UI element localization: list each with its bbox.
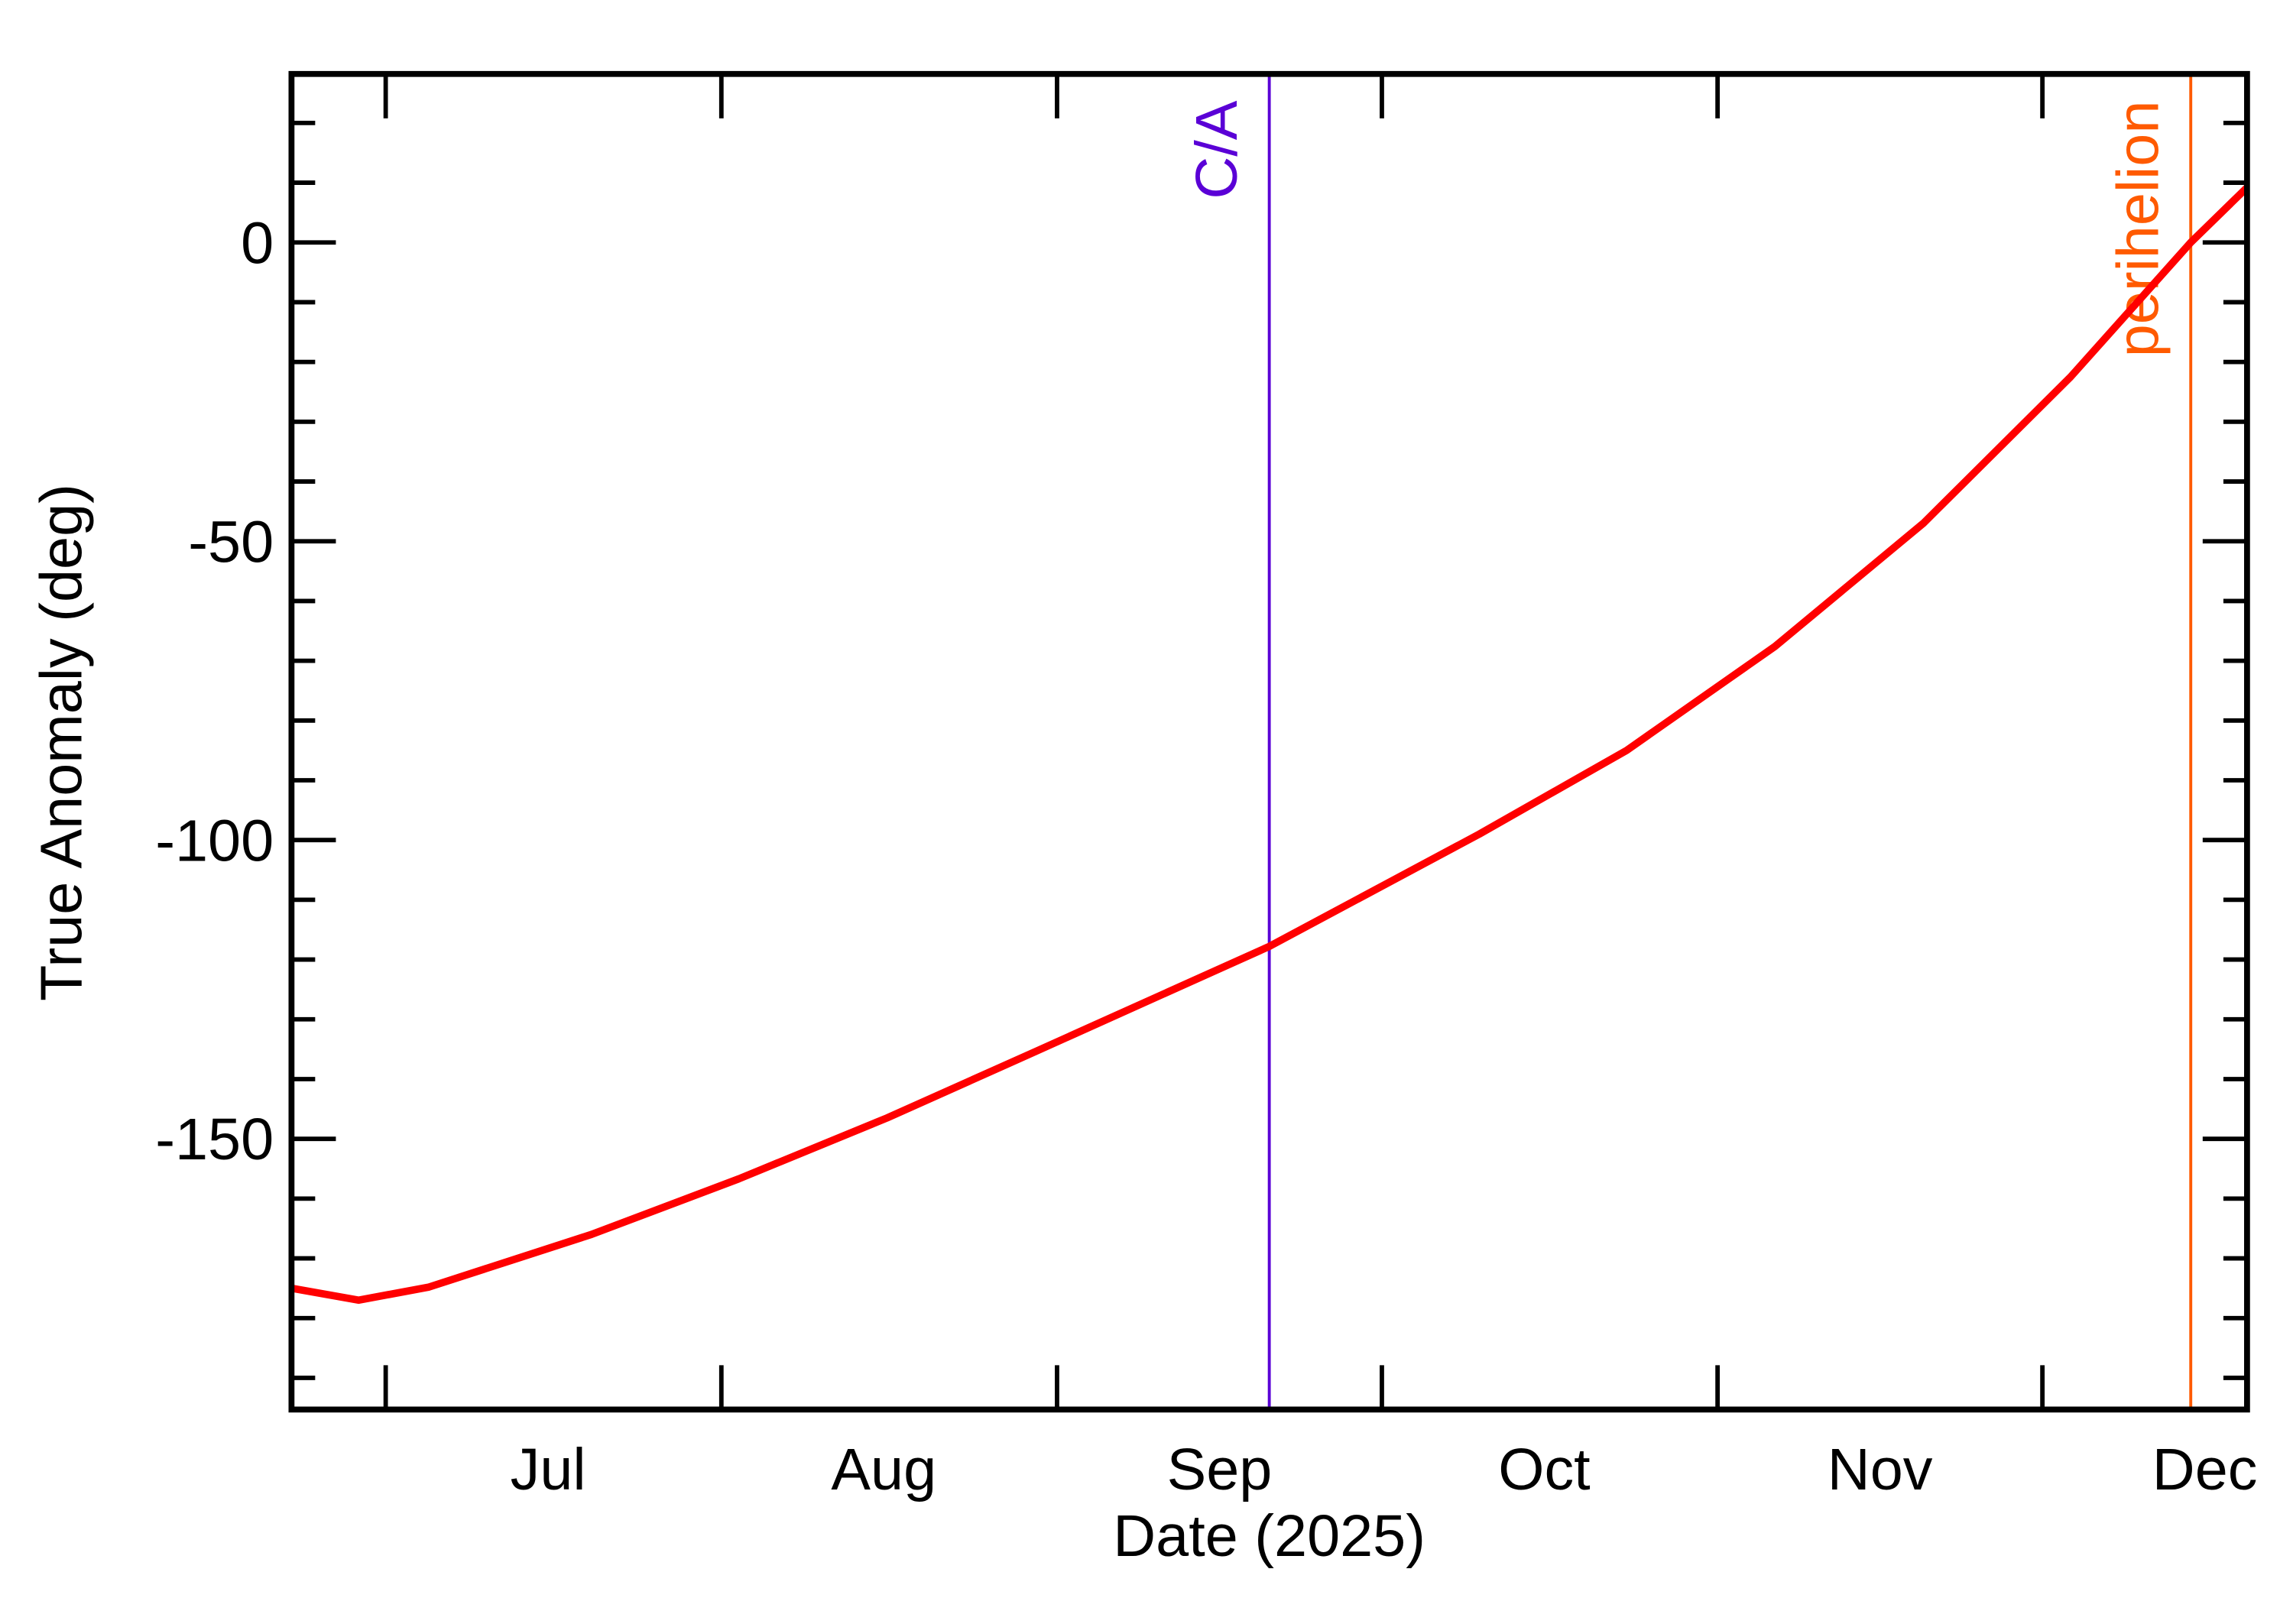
x-tick-label: Nov	[1828, 1437, 1933, 1502]
y-tick-label: -150	[155, 1107, 274, 1172]
x-axis-title: Date (2025)	[1113, 1503, 1425, 1569]
plot-frame	[288, 70, 2250, 1413]
x-tick-label: Jul	[511, 1437, 586, 1502]
y-axis-title: True Anomaly (deg)	[29, 484, 95, 1001]
x-tick-label: Sep	[1167, 1437, 1273, 1502]
y-tick-label: 0	[241, 210, 274, 276]
x-tick-label: Aug	[831, 1437, 936, 1502]
x-tick-label: Oct	[1498, 1437, 1590, 1502]
x-tick-label: Dec	[2152, 1437, 2258, 1502]
y-tick-label: -50	[188, 509, 274, 575]
data-line	[290, 184, 2250, 1305]
annotation-label: C/A	[1184, 100, 1250, 199]
y-tick-label: -100	[155, 808, 274, 874]
annotation-label: perihelion	[2106, 101, 2171, 358]
